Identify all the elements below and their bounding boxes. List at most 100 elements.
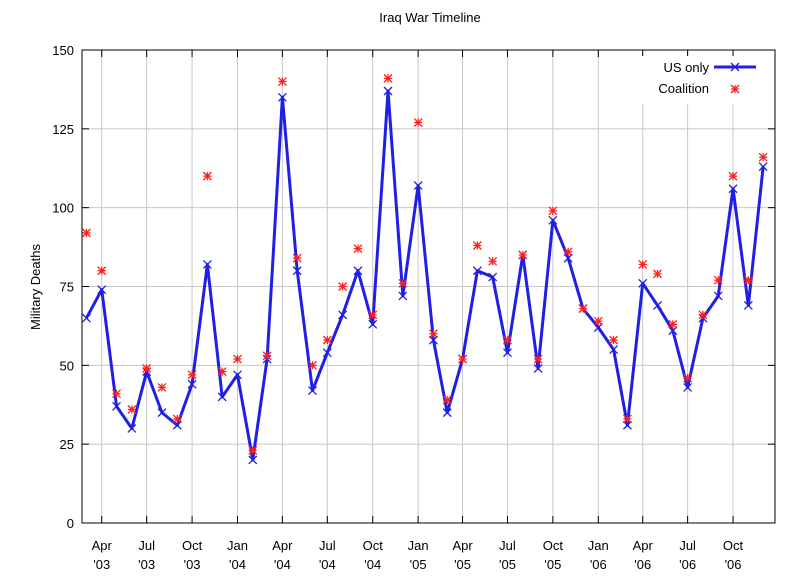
- coalition-point: [81, 228, 91, 238]
- x-tick-label-month: Jan: [408, 538, 429, 553]
- legend-marker-coalition: [730, 84, 740, 94]
- us-only-point: [442, 408, 452, 418]
- coalition-point: [578, 304, 588, 314]
- coalition-point: [458, 354, 468, 364]
- marker-stroke: [353, 266, 363, 276]
- x-tick-label-year: '03: [93, 557, 110, 572]
- coalition-point: [112, 389, 122, 399]
- us-only-point: [187, 379, 197, 389]
- coalition-point: [563, 247, 573, 257]
- legend-box: [640, 56, 760, 104]
- us-only-point: [472, 266, 482, 276]
- coalition-point: [743, 275, 753, 285]
- chart-title: Iraq War Timeline: [379, 10, 480, 25]
- us-only-point: [668, 326, 678, 336]
- x-tick-label-month: Apr: [452, 538, 473, 553]
- coalition-point: [683, 373, 693, 383]
- us-only-point: [563, 253, 573, 263]
- x-tick-label-year: '05: [544, 557, 561, 572]
- marker-stroke: [668, 326, 678, 336]
- coalition-point: [292, 253, 302, 263]
- marker-stroke: [322, 348, 332, 358]
- marker-stroke: [368, 319, 378, 329]
- us-only-point: [338, 310, 348, 320]
- y-tick-label: 50: [60, 358, 74, 373]
- us-only-point: [308, 386, 317, 396]
- y-axis-label: Military Deaths: [28, 244, 43, 330]
- us-only-point: [428, 335, 438, 345]
- marker-stroke: [743, 300, 753, 310]
- marker-stroke: [172, 420, 182, 430]
- coalition-point: [233, 354, 242, 364]
- x-tick-label-year: '04: [229, 557, 246, 572]
- x-tick-label-year: '03: [184, 557, 201, 572]
- marker-stroke: [713, 291, 723, 301]
- marker-stroke: [413, 181, 423, 191]
- us-only-point: [81, 313, 91, 323]
- legend-marker-us-only: [730, 62, 740, 72]
- marker-stroke: [112, 401, 122, 411]
- coalition-point: [127, 405, 137, 414]
- coalition-point: [413, 118, 423, 127]
- coalition-point: [758, 152, 768, 162]
- marker-stroke: [292, 266, 302, 276]
- marker-stroke: [187, 379, 197, 389]
- coalition-point: [472, 241, 482, 250]
- coalition-point: [308, 360, 317, 370]
- marker-stroke: [638, 278, 648, 288]
- us-only-point: [383, 86, 393, 96]
- coalition-point: [518, 250, 528, 260]
- marker-stroke: [622, 420, 632, 430]
- coalition-point: [277, 77, 287, 86]
- x-tick-label-year: '05: [454, 557, 471, 572]
- coalition-point: [353, 244, 363, 254]
- plot-frame: [81, 49, 776, 524]
- marker-stroke: [308, 386, 317, 396]
- x-tick-label-month: Jan: [227, 538, 248, 553]
- coalition-point: [503, 335, 512, 345]
- marker-stroke: [202, 259, 212, 269]
- marker-stroke: [653, 300, 662, 310]
- x-tick-label-month: Apr: [633, 538, 654, 553]
- x-tick-label-month: Oct: [543, 538, 564, 553]
- marker-stroke: [758, 162, 768, 172]
- us-only-point: [503, 348, 512, 358]
- marker-stroke: [233, 370, 242, 380]
- y-tick-label: 150: [52, 43, 74, 58]
- coalition-point: [262, 351, 272, 361]
- marker-stroke: [488, 272, 498, 282]
- coalition-point: [548, 206, 558, 216]
- us-only-point: [172, 420, 182, 430]
- coalition-point: [622, 414, 632, 424]
- coalition-point: [248, 446, 258, 455]
- marker-stroke: [533, 364, 543, 373]
- marker-stroke: [609, 345, 619, 355]
- marker-stroke: [442, 408, 452, 418]
- marker-stroke: [277, 92, 287, 102]
- x-tick-label-month: Apr: [92, 538, 113, 553]
- coalition-point: [698, 310, 708, 320]
- series-line-us-only: [85, 89, 765, 462]
- us-only-point: [398, 291, 408, 301]
- coalition-point: [217, 367, 227, 377]
- x-tick-label-year: '04: [274, 557, 291, 572]
- axes: 0 25 50 75 100 125 150 Apr '03 Jul '03 Oct '03 Jan '04…: [52, 43, 776, 572]
- legend-label-coalition: Coalition: [658, 81, 709, 96]
- coalition-point: [202, 171, 212, 181]
- coalition-point: [97, 266, 107, 276]
- marker-stroke: [593, 323, 603, 332]
- us-only-point: [292, 266, 302, 276]
- us-only-point: [217, 392, 227, 402]
- x-tick-label-month: Oct: [723, 538, 744, 553]
- x-tick-label-month: Jul: [138, 538, 155, 553]
- marker-stroke: [398, 291, 408, 301]
- us-only-point: [233, 370, 242, 380]
- us-only-point: [743, 300, 753, 310]
- series-layer: [81, 73, 768, 465]
- coalition-point: [713, 275, 723, 285]
- coalition-point: [533, 354, 543, 364]
- x-tick-label-year: '05: [410, 557, 427, 572]
- coalition-point: [442, 395, 452, 405]
- marker-stroke: [338, 310, 348, 320]
